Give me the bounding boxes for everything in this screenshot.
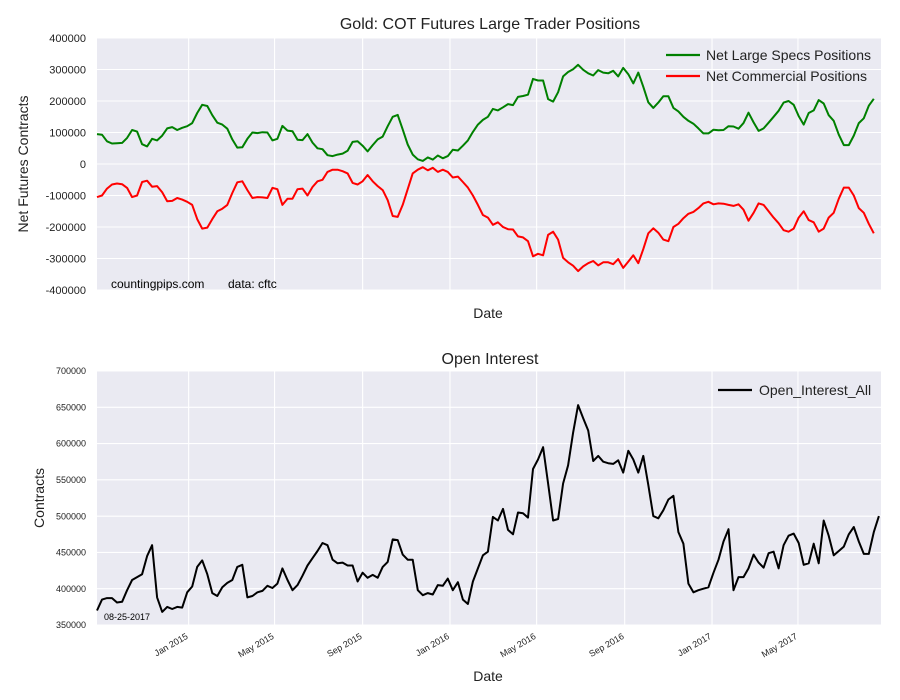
top-x-axis-label: Date: [473, 305, 503, 321]
top-y-axis-label: Net Futures Contracts: [15, 96, 31, 233]
y-tick-label: 400000: [56, 584, 86, 594]
top-legend: Net Large Specs Positions Net Commercial…: [666, 47, 871, 84]
series-line-2: [96, 166, 875, 273]
legend-label-specs: Net Large Specs Positions: [706, 47, 871, 63]
top-series-lines: [96, 63, 875, 273]
x-tick-label: Jan 2016: [414, 631, 451, 658]
x-tick-label: Sep 2016: [587, 631, 625, 659]
series-line-1: [96, 63, 875, 162]
source-annotation: countingpips.com: [111, 277, 204, 291]
y-tick-label: 550000: [56, 475, 86, 485]
top-y-ticks: 400000 300000 200000 100000 0 -100000 -200000 -…: [46, 33, 86, 297]
top-grid: [97, 37, 881, 291]
y-tick-label: 100000: [49, 127, 86, 139]
x-tick-label: May 2017: [760, 631, 799, 659]
x-tick-label: May 2015: [236, 631, 275, 659]
y-tick-label: 700000: [56, 366, 86, 376]
y-tick-label: 600000: [56, 439, 86, 449]
y-tick-label: 500000: [56, 511, 86, 521]
bottom-chart-title: Open Interest: [442, 351, 540, 368]
open-interest-chart: Open Interest 700000 650000 600000 550000 50…: [31, 351, 881, 684]
series-line-1: [96, 404, 880, 613]
bottom-grid: [97, 370, 881, 626]
bottom-y-axis-label: Contracts: [31, 468, 47, 528]
y-tick-label: 450000: [56, 548, 86, 558]
bottom-y-ticks: 700000 650000 600000 550000 500000 450000 4000…: [56, 366, 86, 630]
bottom-legend: Open_Interest_All: [718, 382, 871, 398]
bottom-x-axis-label: Date: [473, 668, 503, 684]
x-tick-label: Jan 2017: [676, 631, 713, 658]
y-tick-label: -300000: [46, 253, 86, 265]
y-tick-label: -100000: [46, 190, 86, 202]
x-tick-label: Jan 2015: [153, 631, 190, 658]
y-tick-label: 300000: [49, 64, 86, 76]
y-tick-label: 200000: [49, 96, 86, 108]
top-chart-title: Gold: COT Futures Large Trader Positions: [340, 16, 640, 33]
y-tick-label: -400000: [46, 285, 86, 297]
net-positions-chart: Gold: COT Futures Large Trader Positions…: [15, 16, 881, 321]
y-tick-label: 650000: [56, 402, 86, 412]
date-annotation: 08-25-2017: [104, 612, 150, 622]
y-tick-label: 0: [80, 159, 86, 171]
y-tick-label: -200000: [46, 222, 86, 234]
bottom-series-lines: [96, 404, 880, 613]
x-tick-label: Sep 2015: [325, 631, 363, 659]
legend-label-open-interest: Open_Interest_All: [759, 382, 871, 398]
legend-label-commercial: Net Commercial Positions: [706, 68, 867, 84]
x-tick-label: May 2016: [498, 631, 537, 659]
y-tick-label: 350000: [56, 620, 86, 630]
bottom-x-ticks: Jan 2015 May 2015 Sep 2015 Jan 2016 May 2016…: [153, 631, 799, 659]
bottom-plot-area: [97, 371, 881, 625]
data-source-annotation: data: cftc: [228, 277, 277, 291]
y-tick-label: 400000: [49, 33, 86, 45]
